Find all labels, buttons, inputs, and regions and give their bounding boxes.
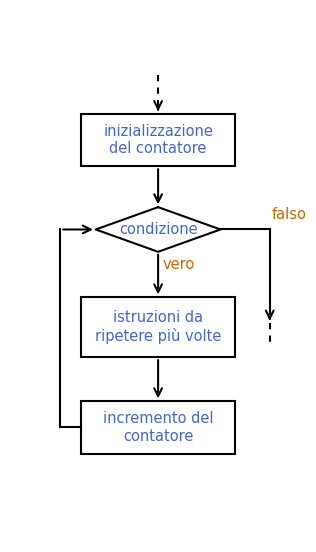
FancyBboxPatch shape xyxy=(81,114,235,166)
Text: incremento del
contatore: incremento del contatore xyxy=(103,411,213,444)
FancyBboxPatch shape xyxy=(81,297,235,357)
Text: istruzioni da
ripetere più volte: istruzioni da ripetere più volte xyxy=(95,310,221,344)
FancyBboxPatch shape xyxy=(81,401,235,454)
Text: falso: falso xyxy=(271,206,306,221)
Text: vero: vero xyxy=(163,257,195,272)
Text: inizializzazione
del contatore: inizializzazione del contatore xyxy=(103,124,213,156)
Text: condizione: condizione xyxy=(119,222,198,237)
